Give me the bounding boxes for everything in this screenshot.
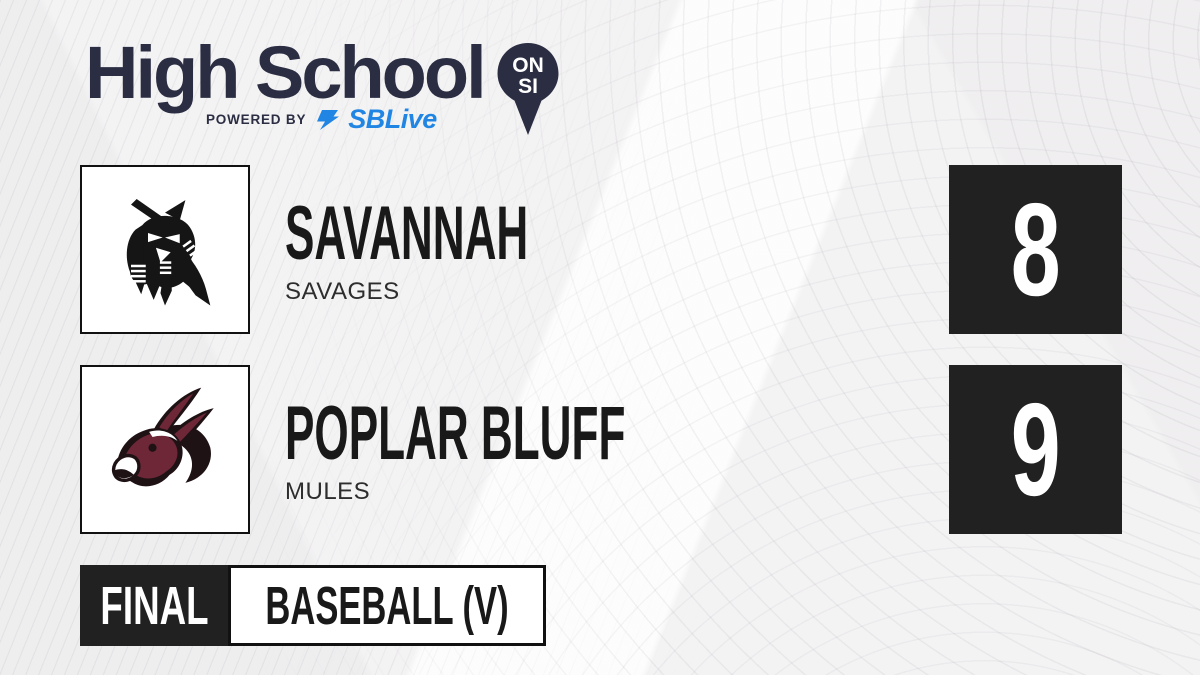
team-row-poplar-bluff: POPLAR BLUFF MULES 9 (0, 365, 1200, 535)
pin-text-si: SI (518, 75, 538, 98)
poplar-bluff-score: 9 (1010, 375, 1061, 523)
team-mascot-savages: SAVAGES (285, 278, 400, 305)
team-name-poplar-bluff: POPLAR BLUFF (285, 396, 872, 472)
team-row-savannah: SAVANNAH SAVAGES 8 (0, 165, 1200, 335)
on-si-pin-icon: ON SI (497, 43, 559, 135)
team-name-text: SAVANNAH (285, 191, 529, 276)
savannah-savages-logo (126, 198, 211, 306)
sblive-bolt-icon (317, 109, 340, 130)
final-status-text: FINAL (99, 575, 209, 636)
pin-text-on: ON (512, 54, 544, 77)
team-name-text: POPLAR BLUFF (285, 391, 626, 476)
poplar-bluff-logo-box (80, 365, 250, 534)
powered-by-row: POWERED BY SBLive (206, 106, 437, 133)
footer: FINAL BASEBALL (V) (80, 565, 546, 646)
team-mascot-mules: MULES (285, 478, 371, 505)
event-label-box: BASEBALL (V) (228, 565, 546, 646)
event-label-text: BASEBALL (V) (265, 575, 509, 636)
final-status-badge: FINAL (80, 565, 228, 646)
brand-title: High School (85, 31, 487, 114)
team-name-savannah: SAVANNAH (285, 196, 704, 272)
poplar-bluff-score-box: 9 (949, 365, 1122, 534)
savannah-score: 8 (1010, 175, 1061, 323)
savannah-logo-box (80, 165, 250, 334)
poplar-bluff-mules-logo (111, 387, 214, 486)
savannah-score-box: 8 (949, 165, 1122, 334)
powered-by-label: POWERED BY (206, 112, 307, 127)
brand-row: High School ON SI (85, 31, 560, 137)
sblive-wordmark: SBLive (348, 104, 437, 134)
